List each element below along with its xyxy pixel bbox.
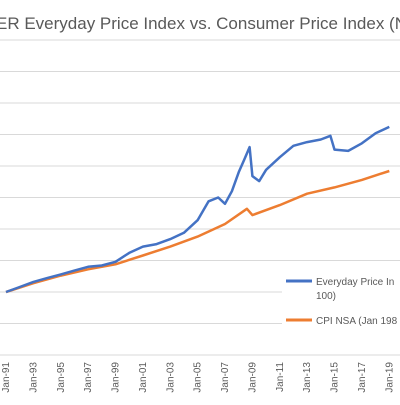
x-tick-label: Jan-07 <box>220 362 231 393</box>
legend: Everyday Price In 100) CPI NSA (Jan 198 <box>282 268 400 334</box>
x-tick-label: Jan-03 <box>165 362 176 393</box>
series-line-everyday-price <box>5 125 390 294</box>
x-tick-label: Jan-15 <box>330 362 341 393</box>
legend-box <box>282 268 400 334</box>
x-tick-label: Jan-99 <box>111 362 122 393</box>
gridlines <box>0 39 400 356</box>
x-tick-label: Jan-13 <box>302 362 313 393</box>
x-tick-label: Jan-91 <box>1 362 12 393</box>
x-tick-label: Jan-11 <box>275 362 286 392</box>
legend-label-cpi-nsa: CPI NSA (Jan 198 <box>316 316 398 327</box>
x-tick-label: Jan-01 <box>138 362 149 393</box>
series-line-cpi-nsa <box>5 169 390 294</box>
x-tick-label: Jan-93 <box>28 362 39 393</box>
x-tick-label: Jan-05 <box>193 362 204 393</box>
x-tick-label: Jan-19 <box>384 362 395 393</box>
chart-title: ER Everyday Price Index vs. Consumer Pri… <box>0 14 400 33</box>
x-tick-label: Jan-97 <box>83 362 94 393</box>
legend-label-everyday-price-continued: 100) <box>316 291 336 302</box>
x-tick-label: Jan-95 <box>56 362 67 393</box>
x-tick-label: Jan-09 <box>247 362 258 393</box>
x-axis: Jan-91 Jan-93 Jan-95 Jan-97 Jan-99 Jan-01 Jan-… <box>1 362 395 393</box>
series-lines <box>5 125 390 294</box>
x-tick-label: Jan-17 <box>357 362 368 393</box>
legend-label-everyday-price: Everyday Price In <box>316 277 394 288</box>
